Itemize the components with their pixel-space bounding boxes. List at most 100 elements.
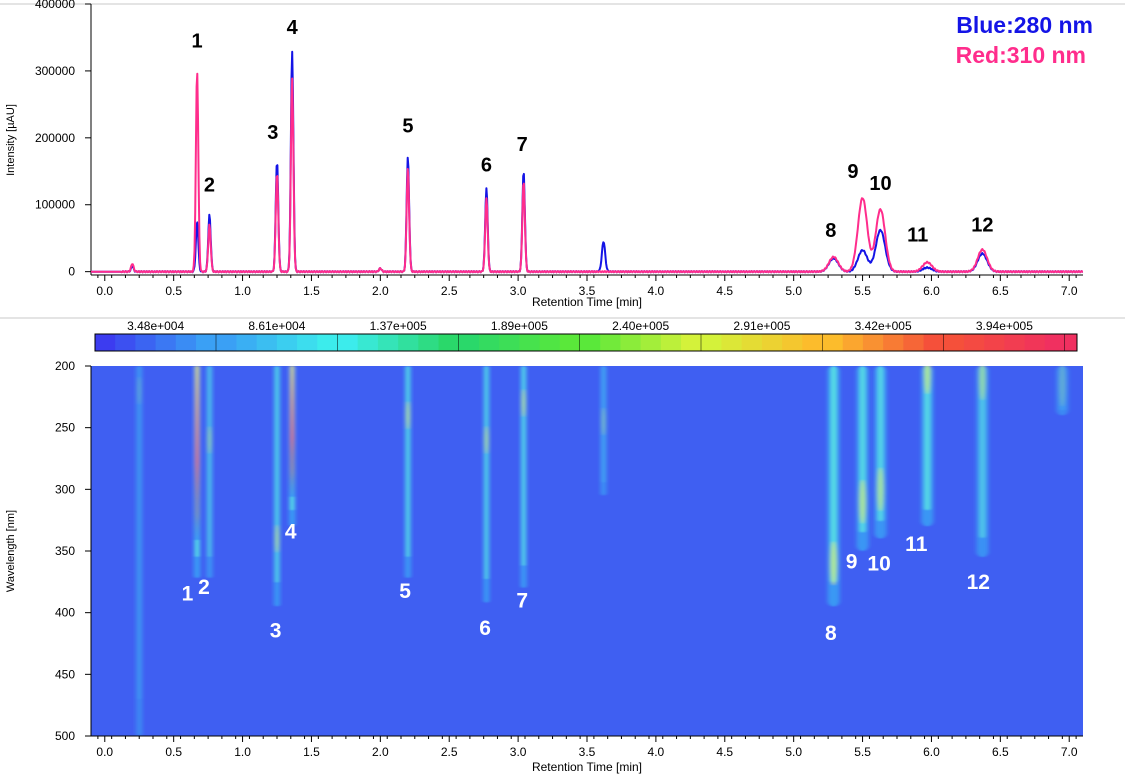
heatmap-peak-label: 4 [285, 521, 297, 544]
heatmap-peak-label: 5 [399, 580, 411, 603]
colorbar-cell [741, 334, 763, 351]
peak-label: 10 [869, 173, 891, 195]
colorbar-cell [155, 334, 177, 351]
colorbar-cell [883, 334, 904, 351]
heatmap-y-tick-label: 500 [55, 729, 75, 743]
heatmap-y-axis-label: Wavelength [nm] [5, 510, 17, 592]
heatmap-x-tick-label: 5.5 [854, 745, 871, 759]
chromatogram-panel: 0 100000 200000 300000 400000 0.0 0.5 1.0 1.5 2.… [0, 0, 1125, 309]
x-tick-label: 0.5 [165, 284, 182, 298]
peak-label: 2 [204, 174, 215, 196]
heatmap-peak-label: 12 [967, 571, 990, 594]
y-axis-label: Intensity [µAU] [5, 104, 17, 176]
colorbar-label: 1.89e+005 [491, 319, 548, 333]
colorbar-cell [903, 334, 925, 351]
band-core [207, 366, 211, 557]
x-tick-label: 4.0 [648, 284, 665, 298]
series-line-280nm [91, 50, 1083, 274]
heatmap-x-tick-label: 2.5 [441, 745, 458, 759]
peak-label: 9 [847, 161, 858, 183]
heatmap-peak-label: 10 [867, 553, 890, 576]
band-peak [275, 524, 279, 553]
colorbar-cell [842, 334, 864, 351]
colorbar-cell [438, 334, 460, 351]
colorbar-cell [377, 334, 399, 351]
heatmap-x-tick-label: 0.0 [96, 745, 113, 759]
y-tick-label: 300000 [35, 64, 75, 78]
colorbar-cell [1004, 334, 1026, 351]
colorbar-cell [943, 334, 965, 351]
heatmap-band [921, 366, 934, 527]
band-peak [137, 376, 141, 405]
peak-label: 3 [267, 122, 278, 144]
colorbar-label: 3.94e+005 [976, 319, 1033, 333]
heatmap-peak-label: 7 [516, 590, 528, 613]
colorbar-cell [216, 334, 238, 351]
colorbar-cell [276, 334, 298, 351]
band-core [406, 366, 410, 557]
heatmap-x-tick-label: 2.0 [372, 745, 389, 759]
colorbar-label: 8.61e+004 [248, 319, 305, 333]
peak-label: 12 [971, 215, 993, 237]
peak-label: 1 [192, 30, 203, 52]
heatmap-x-tick-label: 4.0 [648, 745, 665, 759]
heatmap-band [206, 366, 213, 579]
heatmap-band [600, 366, 607, 496]
colorbar-cell [236, 334, 258, 351]
band-core [924, 366, 931, 511]
band-hotspot [290, 366, 294, 497]
heatmap-y-tick-label: 400 [55, 606, 75, 620]
heatmap-band [274, 366, 280, 607]
colorbar-cell [337, 334, 359, 351]
colorbar-label: 3.42e+005 [855, 319, 912, 333]
x-tick-label: 4.5 [716, 284, 733, 298]
colorbar-label: 2.40e+005 [612, 319, 669, 333]
heatmap-x-axis-label: Retention Time [min] [532, 760, 642, 774]
colorbar-cell [822, 334, 844, 351]
colorbar-cell [418, 334, 440, 351]
heatmap-peak-label: 8 [825, 622, 837, 645]
y-tick-label: 100000 [35, 198, 75, 212]
heatmap-y-ticks: 200 250 300 350 400 450 500 [55, 359, 91, 743]
x-tick-label: 1.0 [234, 284, 251, 298]
colorbar: 3.48e+004 8.61e+004 1.37e+005 1.89e+005 2.40… [94, 319, 1078, 352]
heatmap-x-tick-label: 3.0 [510, 745, 527, 759]
x-tick-label: 5.0 [785, 284, 802, 298]
colorbar-cell [923, 334, 945, 351]
colorbar-cell [297, 334, 318, 351]
colorbar-cell [1024, 334, 1046, 351]
band-core [830, 366, 837, 583]
heatmap-peak-label: 9 [846, 550, 858, 573]
colorbar-cell [660, 334, 682, 351]
heatmap-peak-label: 11 [905, 533, 928, 556]
heatmap-x-ticks: 0.0 0.5 1.0 1.5 2.0 2.5 3.0 3.5 4.0 4.5 5.0 5.5 6.0 6… [96, 736, 1078, 759]
colorbar-cell [499, 334, 520, 351]
colorbar-cell [862, 334, 884, 351]
colorbar-cell [1044, 334, 1066, 351]
colorbar-cell [519, 334, 541, 351]
heatmap-y-tick-label: 450 [55, 667, 75, 681]
heatmap-peak-label: 6 [479, 617, 491, 640]
y-tick-label: 400000 [35, 0, 75, 11]
y-tick-label: 0 [68, 265, 75, 279]
heatmap-peak-label: 2 [198, 576, 210, 599]
x-axis-label: Retention Time [min] [532, 295, 642, 309]
colorbar-cell [478, 334, 500, 351]
band-peak [877, 467, 884, 512]
heatmap-x-tick-label: 6.5 [992, 745, 1009, 759]
heatmap-y-tick-label: 250 [55, 421, 75, 435]
colorbar-cell [458, 334, 480, 351]
heatmap-band [976, 366, 989, 558]
colorbar-cell [539, 334, 561, 351]
heatmap-x-tick-label: 1.5 [303, 745, 320, 759]
band-peak [830, 541, 837, 586]
heatmap-x-tick-label: 3.5 [579, 745, 596, 759]
peak-label: 4 [287, 17, 299, 39]
colorbar-cell [802, 334, 824, 351]
band-hotspot [195, 366, 199, 540]
peak-label: 5 [402, 115, 413, 137]
colorbar-cell [681, 334, 702, 351]
band-peak [207, 426, 212, 454]
heatmap-band [483, 366, 490, 603]
